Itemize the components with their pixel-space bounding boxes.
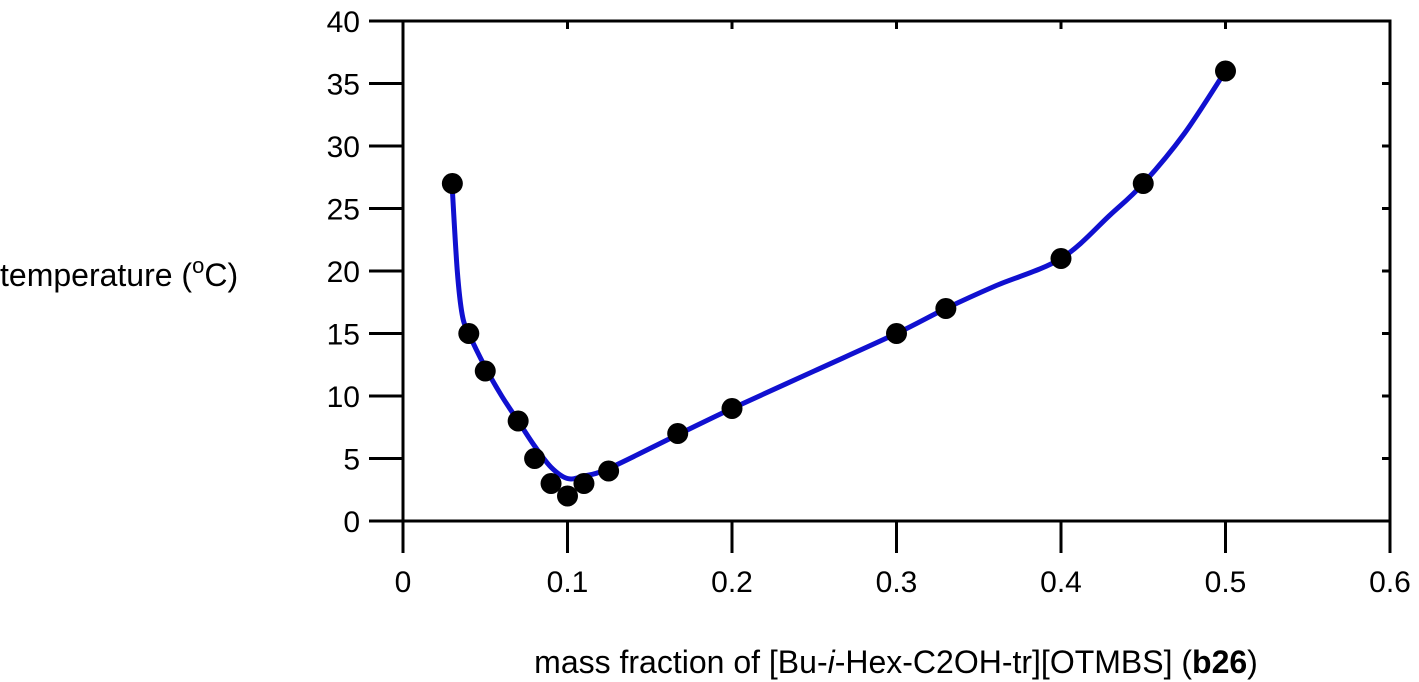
fit-curve <box>449 68 1228 482</box>
y-tick-label: 35 <box>327 69 360 102</box>
x-axis-title-middle: -Hex-C2OH-tr][OTMBS] ( <box>835 644 1193 680</box>
data-point <box>667 423 689 444</box>
y-tick-label: 0 <box>343 506 360 539</box>
y-tick-label: 30 <box>327 131 360 164</box>
y-tick-label: 40 <box>327 6 360 39</box>
axes <box>401 19 1392 523</box>
y-axis-title-superscript: o <box>192 253 204 278</box>
y-tick-label: 5 <box>343 444 360 477</box>
plot-frame <box>401 19 1392 523</box>
x-axis-title: mass fraction of [Bu-i-Hex-C2OH-tr][OTMB… <box>534 644 1258 680</box>
data-point <box>1132 173 1154 194</box>
x-tick-label: 0.5 <box>1205 566 1247 599</box>
y-tick-label: 20 <box>327 256 360 289</box>
y-axis-title-prefix: temperature ( <box>0 257 192 293</box>
x-tick-label: 0 <box>395 566 412 599</box>
x-tick-label: 0.1 <box>547 566 589 599</box>
fit-curve-layer <box>449 68 1228 482</box>
y-axis-title-suffix: C) <box>204 257 238 293</box>
y-axis-title: temperature (oC) <box>0 253 238 293</box>
data-points-layer <box>441 60 1236 507</box>
x-tick-label: 0.4 <box>1040 566 1082 599</box>
data-point <box>540 473 562 494</box>
x-axis-title-suffix: ) <box>1247 644 1258 680</box>
data-point <box>721 398 743 419</box>
data-point <box>524 448 546 469</box>
y-tick-label: 25 <box>327 194 360 227</box>
data-point <box>507 410 529 432</box>
x-axis-title-italic: i <box>828 644 836 680</box>
data-point <box>441 173 463 194</box>
data-point <box>1050 248 1072 269</box>
y-tick-label: 10 <box>327 381 360 414</box>
data-point <box>573 473 595 494</box>
y-tick-label: 15 <box>327 319 360 352</box>
ticks <box>369 19 1392 553</box>
data-point <box>1215 60 1236 82</box>
data-point <box>598 460 620 482</box>
data-point <box>886 323 907 344</box>
x-tick-label: 0.6 <box>1369 566 1411 599</box>
x-axis-title-bold: b26 <box>1192 644 1247 680</box>
x-tick-label: 0.3 <box>876 566 918 599</box>
data-point <box>557 485 578 507</box>
tick-labels: 0 5 10 15 20 25 30 35 40 0 0.1 0.2 0.3 0.4 0.5 0.6 <box>327 6 1411 599</box>
x-axis-title-prefix: mass fraction of [Bu- <box>534 644 827 680</box>
data-point <box>474 360 496 382</box>
data-point <box>458 323 480 344</box>
data-point <box>935 298 957 319</box>
x-tick-label: 0.2 <box>711 566 753 599</box>
